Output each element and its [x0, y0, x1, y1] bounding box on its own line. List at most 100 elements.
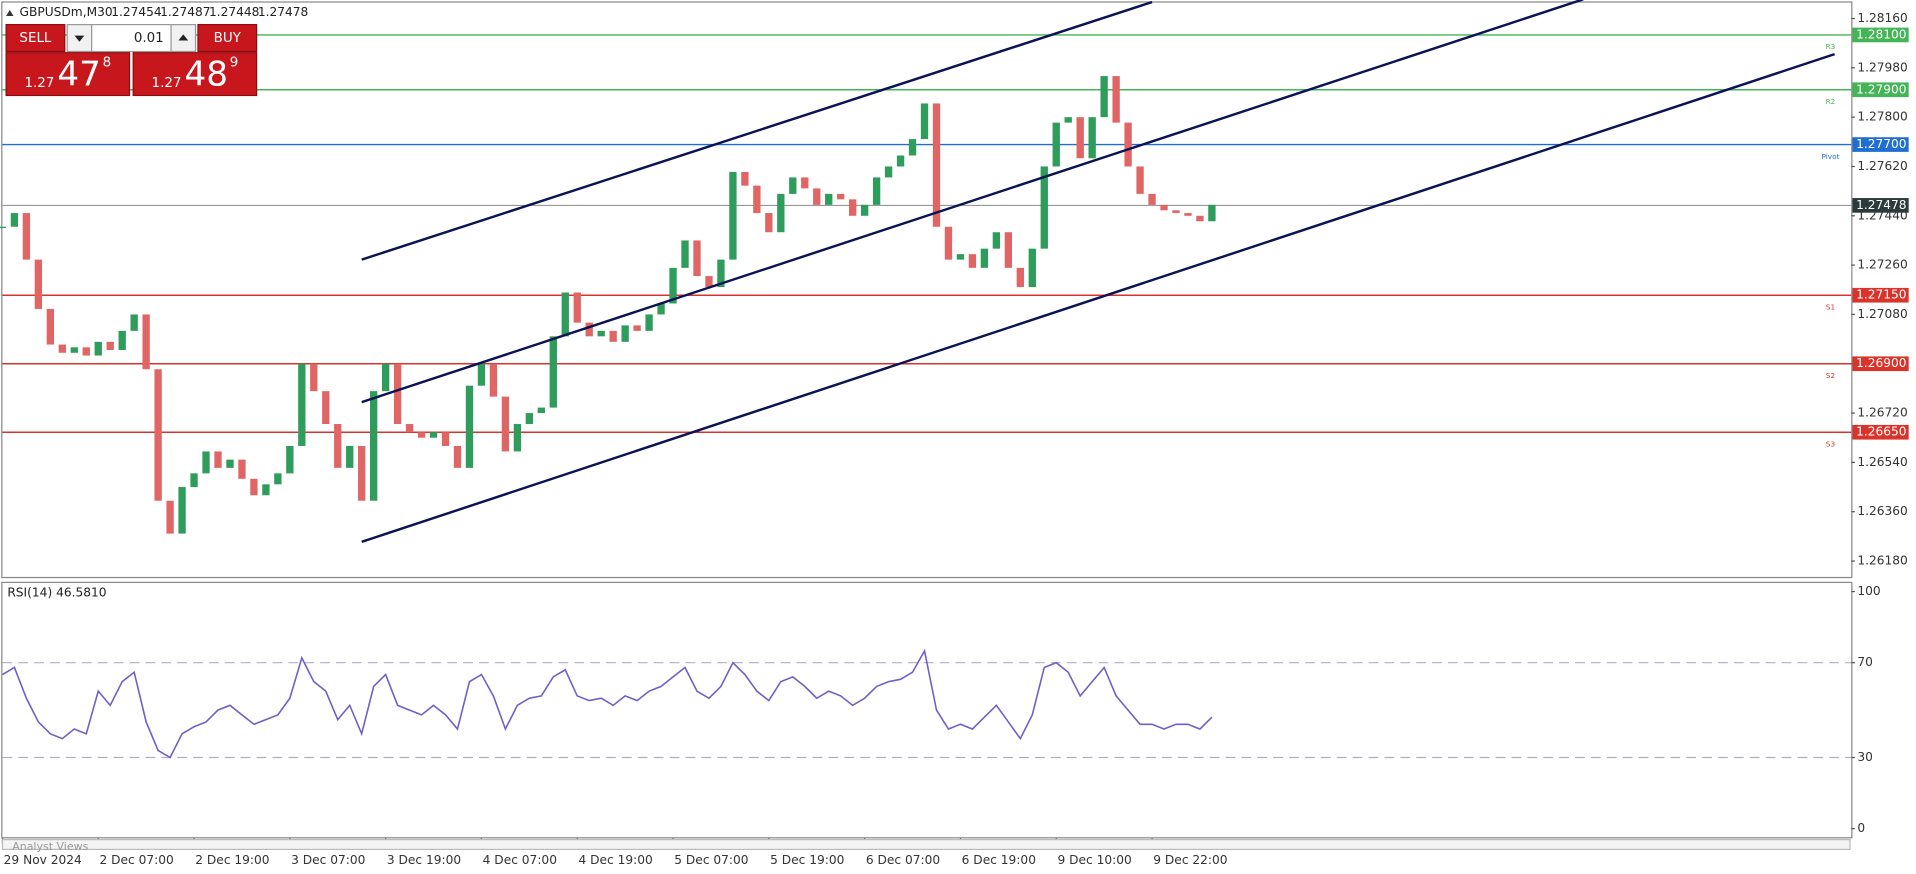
candle-body	[465, 385, 474, 468]
candle-body	[813, 188, 821, 205]
candle-body	[705, 276, 713, 288]
candle-body	[178, 487, 186, 534]
candle-body	[1196, 215, 1204, 222]
y-tick-label: 100	[1857, 584, 1880, 598]
level-tag	[1852, 137, 1909, 152]
x-tick-label: 2 Dec 19:00	[195, 853, 269, 867]
candle-body	[956, 254, 965, 260]
candle-body	[657, 303, 665, 315]
candle-body	[681, 240, 689, 268]
candle-body	[214, 451, 222, 468]
candle-body	[46, 308, 55, 345]
buy-button[interactable]	[197, 23, 258, 53]
candle-body	[154, 369, 162, 501]
candle-body	[34, 259, 43, 309]
x-tick-label: 6 Dec 19:00	[962, 853, 1036, 867]
candle-body	[190, 473, 198, 488]
candle-body	[1040, 166, 1048, 249]
candle-body	[1016, 267, 1024, 288]
level-name: Pivot	[1821, 152, 1839, 161]
y-tick-label: 1.26540	[1857, 455, 1907, 469]
candle-body	[334, 424, 342, 468]
analyst-views[interactable]: Analyst Views	[12, 840, 88, 853]
candle-body	[322, 391, 330, 425]
candle-body	[393, 363, 402, 425]
candle-body	[1028, 248, 1036, 288]
ask-small: 9	[230, 55, 239, 70]
level-tag	[1852, 82, 1909, 98]
candle-body	[968, 254, 977, 268]
level-name: R2	[1826, 97, 1836, 106]
candle-body	[561, 292, 569, 337]
candle-body	[1148, 193, 1156, 205]
x-tick-label: 9 Dec 10:00	[1057, 853, 1131, 867]
close: 1.27478	[258, 5, 308, 19]
bid-box[interactable]	[5, 52, 131, 97]
candle-body	[262, 484, 270, 496]
level-price: 1.27150	[1856, 288, 1906, 302]
y-tick-label: 0	[1857, 821, 1865, 835]
candle-body	[645, 314, 653, 331]
down-arrow	[74, 35, 85, 42]
rsi-pane-frame	[1, 581, 1853, 839]
y-tick-label: 1.26360	[1857, 504, 1907, 518]
sell-button[interactable]	[5, 23, 66, 53]
candle-body	[358, 445, 366, 501]
candle-body	[1160, 204, 1168, 211]
bid-prefix: 1.27	[24, 76, 54, 91]
candle-body	[693, 240, 701, 277]
candle-body	[884, 166, 893, 178]
candle-body	[166, 500, 174, 534]
level-price: 1.28100	[1856, 27, 1906, 41]
candle-body	[513, 424, 522, 452]
candle-body	[537, 407, 545, 414]
level-tag	[1852, 27, 1909, 43]
y-tick-label: 1.27620	[1857, 159, 1907, 173]
sell-label: SELL	[19, 31, 52, 46]
candle-body	[274, 473, 282, 485]
x-tick-label: 4 Dec 07:00	[483, 853, 557, 867]
y-tick-label: 1.27980	[1857, 60, 1907, 74]
level-name: S1	[1826, 302, 1835, 311]
candle-body	[633, 325, 641, 331]
candle-body	[250, 478, 258, 496]
candle-body	[549, 336, 557, 408]
candle-body	[142, 314, 150, 370]
candle-body	[118, 330, 126, 351]
candle-body	[346, 445, 354, 468]
x-tick-label: 5 Dec 07:00	[674, 853, 748, 867]
candle-body	[82, 347, 90, 356]
level-price: 1.27700	[1856, 137, 1906, 151]
candle-body	[801, 177, 809, 189]
ask-box[interactable]	[132, 52, 258, 97]
open: 1.27454	[111, 5, 162, 19]
candle-body	[1052, 122, 1060, 167]
candle-body	[1112, 76, 1120, 123]
symbol: GBPUSDm,M30	[20, 5, 113, 19]
candle-body	[1064, 117, 1072, 123]
collapse-arrow[interactable]	[6, 9, 14, 17]
x-tick-label: 4 Dec 19:00	[578, 853, 652, 867]
candle-body	[585, 322, 593, 337]
candle-body	[381, 363, 390, 392]
candle-body	[1088, 117, 1096, 159]
candle-body	[932, 103, 941, 227]
ask-prefix: 1.27	[152, 76, 182, 91]
low: 1.27448	[209, 5, 259, 19]
candle-body	[417, 432, 426, 438]
candle-body	[1100, 76, 1108, 118]
rsi-title: RSI(14) 46.5810	[7, 585, 106, 599]
candle-body	[825, 193, 833, 205]
candle-body	[789, 177, 797, 194]
candle-body	[1004, 232, 1013, 268]
high: 1.27487	[160, 5, 210, 19]
level-tag	[1852, 424, 1909, 440]
channel-line	[361, 52, 1836, 544]
volume-down[interactable]	[66, 23, 93, 53]
up-arrow	[178, 34, 189, 41]
candle-body	[1172, 210, 1180, 214]
y-tick-label: 1.26180	[1857, 554, 1907, 568]
candle-body	[501, 396, 510, 452]
